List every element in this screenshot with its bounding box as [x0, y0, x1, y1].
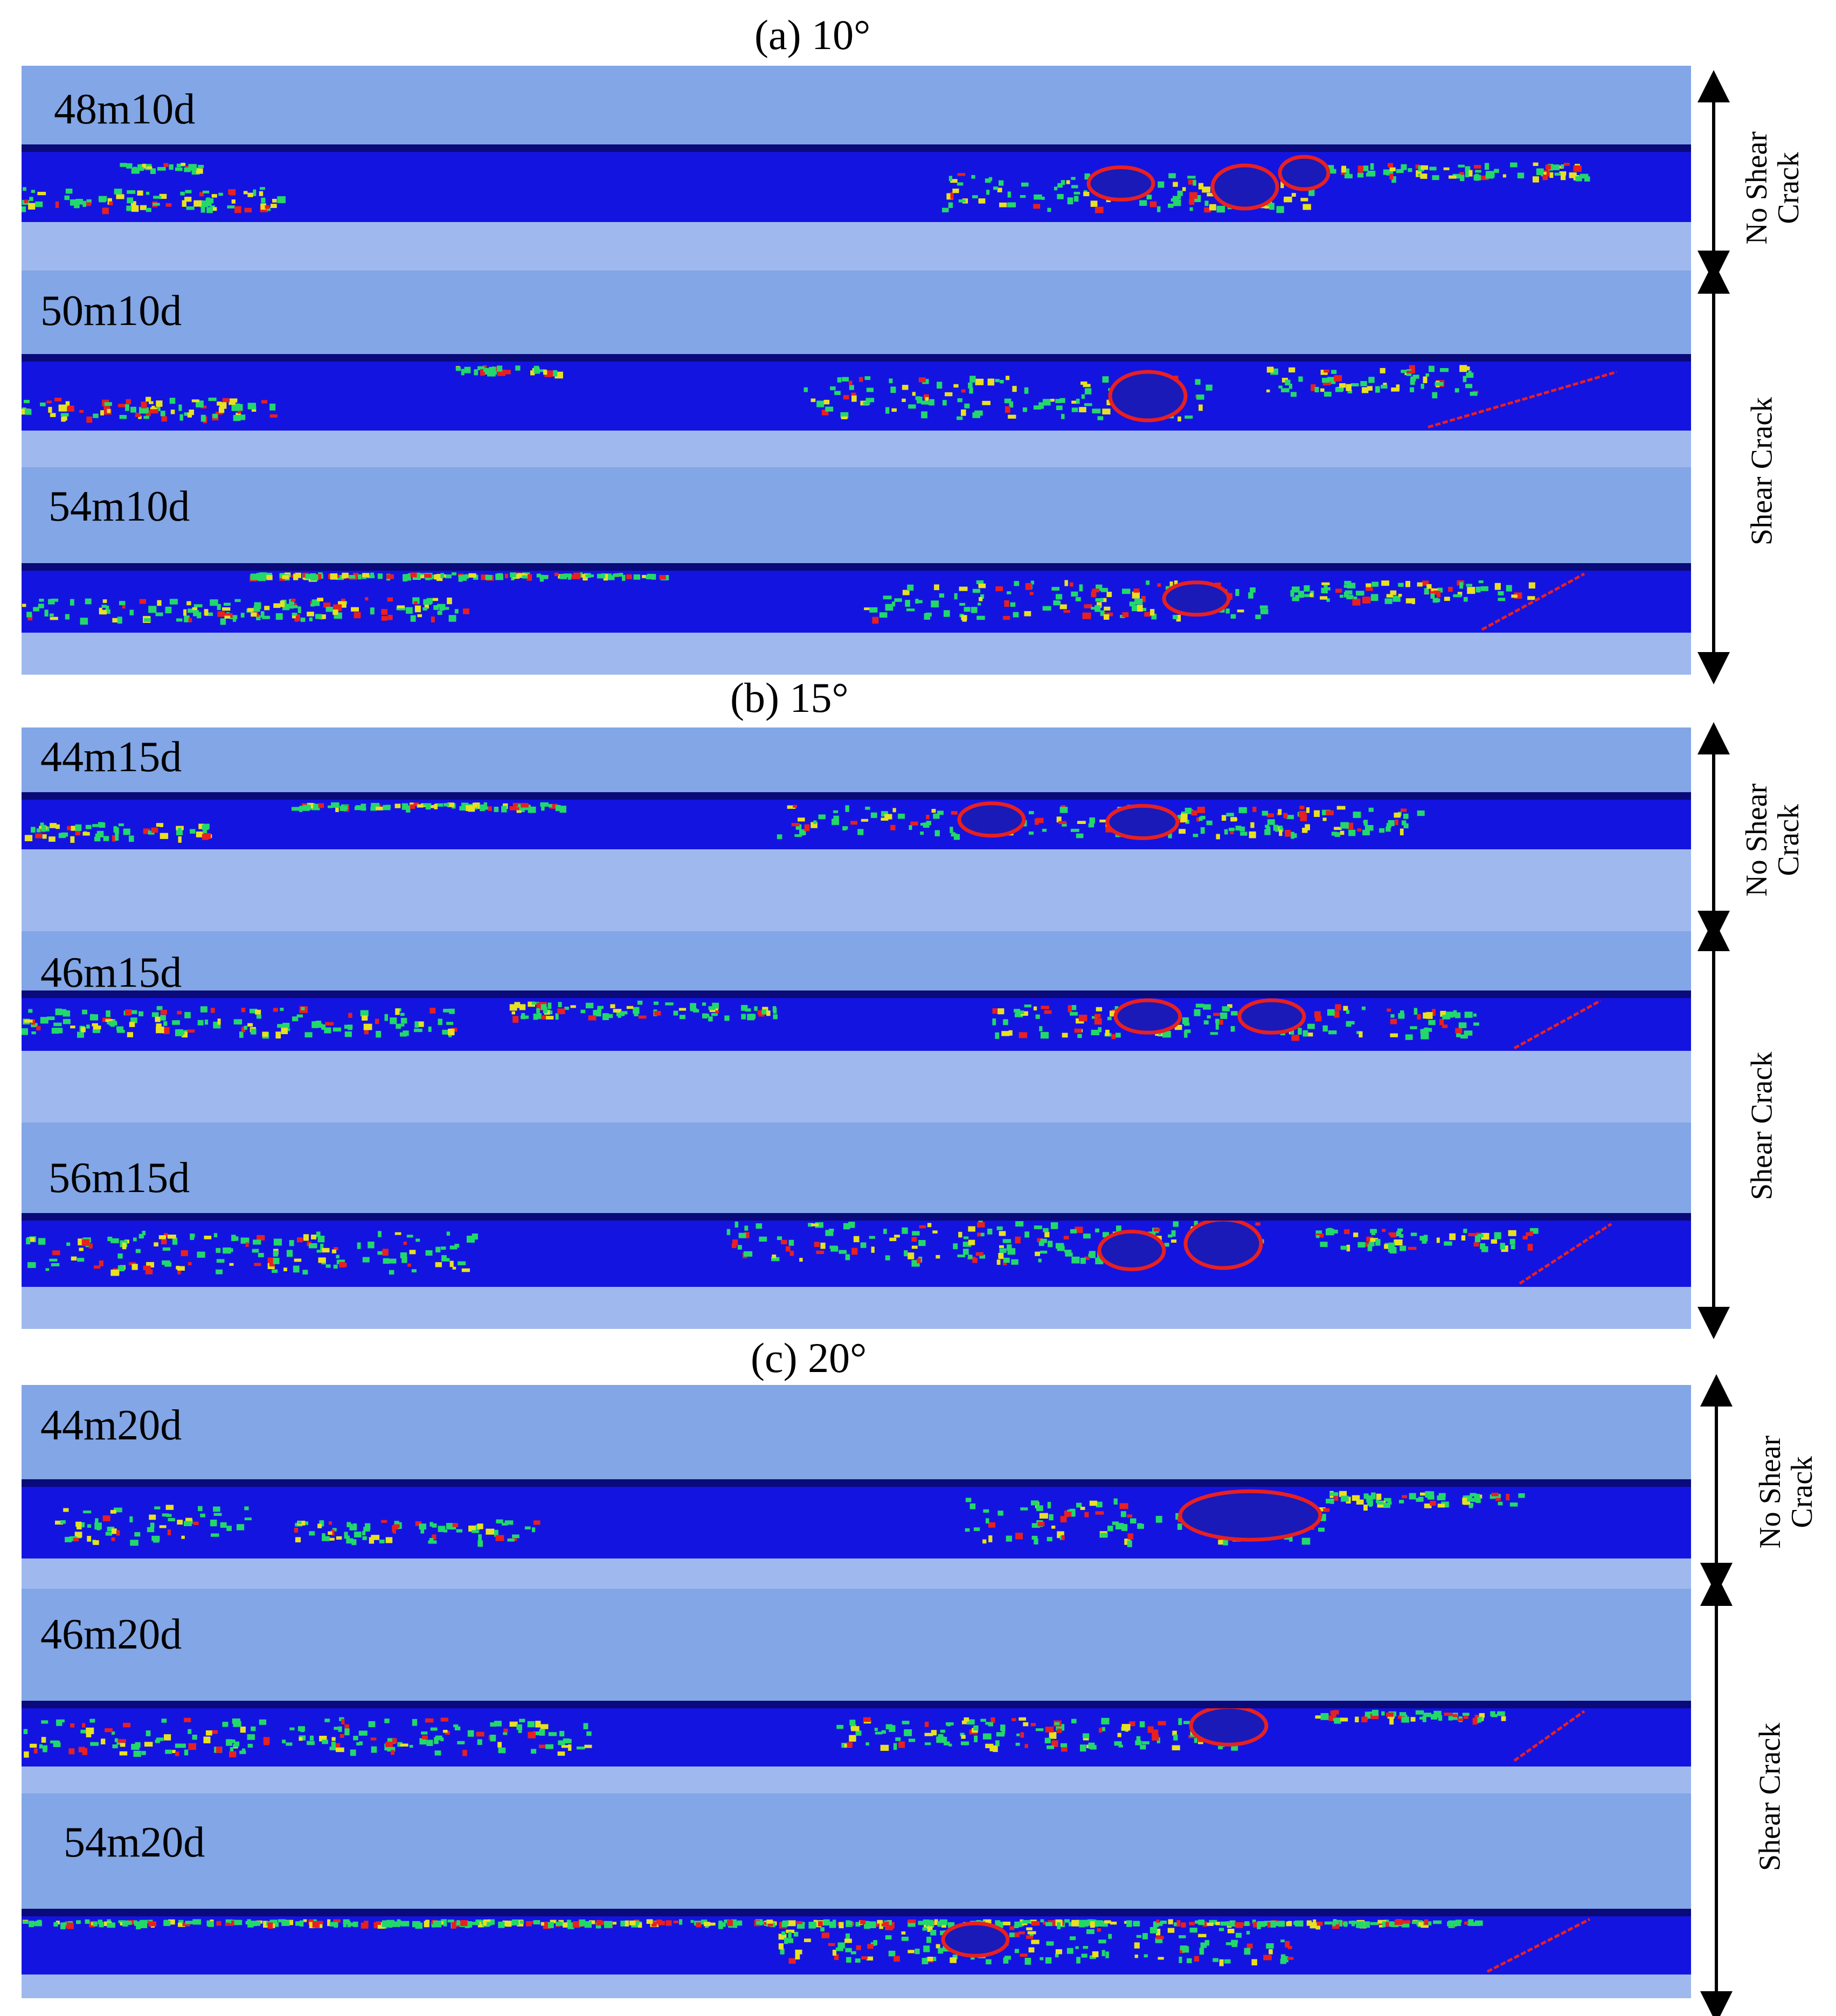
- label-shear-crack-a: Shear Crack: [1745, 397, 1779, 546]
- panel-50m10d: 50m10d: [22, 271, 1691, 467]
- panel-44m15d: 44m15d: [22, 728, 1691, 931]
- panel-label: 46m20d: [40, 1611, 182, 1658]
- damage-contour: [26, 1221, 1612, 1285]
- section-title-a: (a) 10°: [754, 11, 871, 58]
- damage-contour: [22, 155, 1590, 214]
- damage-contour: [22, 572, 1585, 631]
- panel-label: 50m10d: [40, 287, 182, 335]
- label-shear-crack-b: Shear Crack: [1745, 1051, 1779, 1201]
- panel-48m10d: 48m10d: [22, 66, 1691, 271]
- panel-54m20d: 54m20d: [22, 1793, 1691, 1998]
- panel-label: 54m10d: [49, 483, 190, 530]
- section-title-c: (c) 20°: [751, 1334, 867, 1381]
- panel-label: 44m15d: [40, 733, 182, 781]
- damage-contour: [22, 365, 1617, 428]
- panel-label: 54m20d: [64, 1819, 205, 1866]
- panel-46m20d: 46m20d: [22, 1589, 1691, 1793]
- label-shear-crack-c: Shear Crack: [1753, 1722, 1787, 1872]
- damage-contour: [23, 1708, 1585, 1762]
- label-no-shear-crack-b: No Shear Crack: [1740, 783, 1805, 897]
- panel-label: 56m15d: [49, 1154, 190, 1202]
- label-no-shear-crack-c: No Shear Crack: [1754, 1435, 1819, 1549]
- panel-54m10d: 54m10d: [22, 467, 1691, 675]
- panel-label: 48m10d: [54, 86, 196, 133]
- damage-contour: [55, 1489, 1525, 1547]
- damage-contour: [22, 1918, 1591, 1973]
- damage-contour: [24, 801, 1425, 843]
- damage-contour: [22, 998, 1602, 1050]
- label-no-shear-crack-a: No Shear Crack: [1740, 131, 1805, 245]
- panel-44m20d: 44m20d: [22, 1385, 1691, 1589]
- section-title-b: (b) 15°: [730, 674, 849, 721]
- panel-56m15d: 56m15d: [22, 1123, 1691, 1329]
- panel-label: 44m20d: [40, 1402, 182, 1449]
- panel-label: 46m15d: [40, 949, 182, 996]
- panel-46m15d: 46m15d: [22, 931, 1691, 1123]
